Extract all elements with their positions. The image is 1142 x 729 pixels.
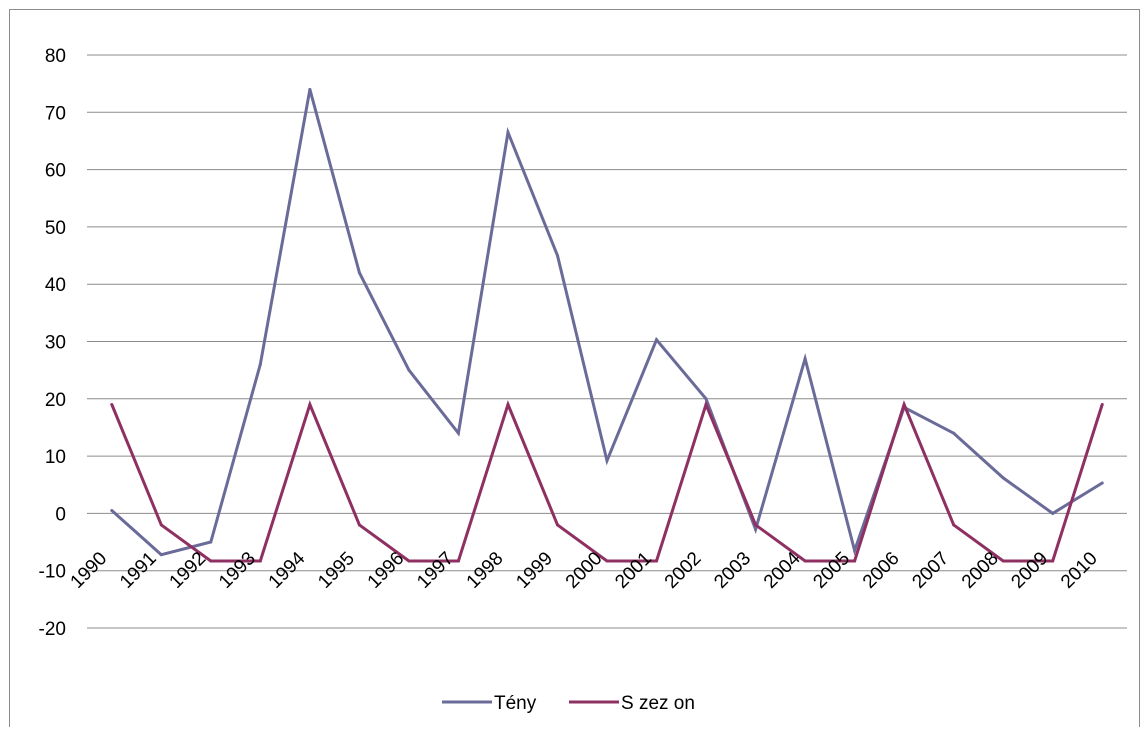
series-lines (110, 87, 1104, 563)
data-point (952, 431, 956, 435)
y-tick-label: -10 (39, 562, 66, 583)
data-point (853, 549, 857, 553)
data-point (110, 509, 114, 513)
data-point (159, 553, 163, 557)
gridlines (87, 54, 1127, 629)
data-point (803, 559, 807, 563)
series-line-1 (110, 400, 1104, 563)
y-tick-label: 0 (55, 504, 66, 525)
data-point (258, 362, 262, 366)
data-point (754, 523, 758, 527)
data-point (1001, 476, 1005, 480)
data-point (110, 403, 114, 407)
data-point (754, 527, 758, 531)
legend: Tény S zez on (442, 693, 695, 714)
y-tick-label: 40 (45, 275, 66, 296)
data-point (605, 459, 609, 463)
data-point (704, 397, 708, 401)
data-point (308, 87, 312, 91)
data-point (407, 368, 411, 372)
data-point (655, 338, 659, 342)
legend-label: Tény (494, 693, 537, 714)
data-point (159, 523, 163, 527)
data-point (952, 523, 956, 527)
y-axis-tick-labels: -20 -10 0 10 20 30 40 50 60 70 80 (39, 46, 66, 640)
data-point (456, 431, 460, 435)
data-point (605, 559, 609, 563)
data-point (1051, 511, 1055, 515)
data-point (258, 559, 262, 563)
data-point (555, 254, 559, 258)
series-line-0 (110, 89, 1103, 557)
data-point (209, 540, 213, 544)
y-tick-label: 20 (45, 390, 66, 411)
y-tick-label: 60 (45, 161, 66, 182)
data-point (308, 403, 312, 407)
data-point (407, 559, 411, 563)
legend-label: S zez on (621, 693, 695, 714)
data-point (357, 271, 361, 275)
data-point (555, 523, 559, 527)
y-tick-label: 30 (45, 333, 66, 354)
data-point (803, 357, 807, 361)
data-point (456, 559, 460, 563)
y-tick-label: 10 (45, 447, 66, 468)
data-point (357, 523, 361, 527)
data-point (853, 559, 857, 563)
data-point (902, 403, 906, 407)
y-tick-label: -20 (39, 619, 66, 640)
data-point (1100, 403, 1104, 407)
y-tick-label: 70 (45, 103, 66, 124)
data-point (1100, 481, 1104, 485)
data-point (1001, 559, 1005, 563)
chart-frame (9, 9, 1140, 727)
y-tick-label: 50 (45, 218, 66, 239)
data-point (1051, 559, 1055, 563)
data-point (655, 559, 659, 563)
data-point (704, 403, 708, 407)
data-point (209, 559, 213, 563)
y-tick-label: 80 (45, 46, 66, 67)
data-point (506, 130, 510, 134)
data-point (506, 403, 510, 407)
